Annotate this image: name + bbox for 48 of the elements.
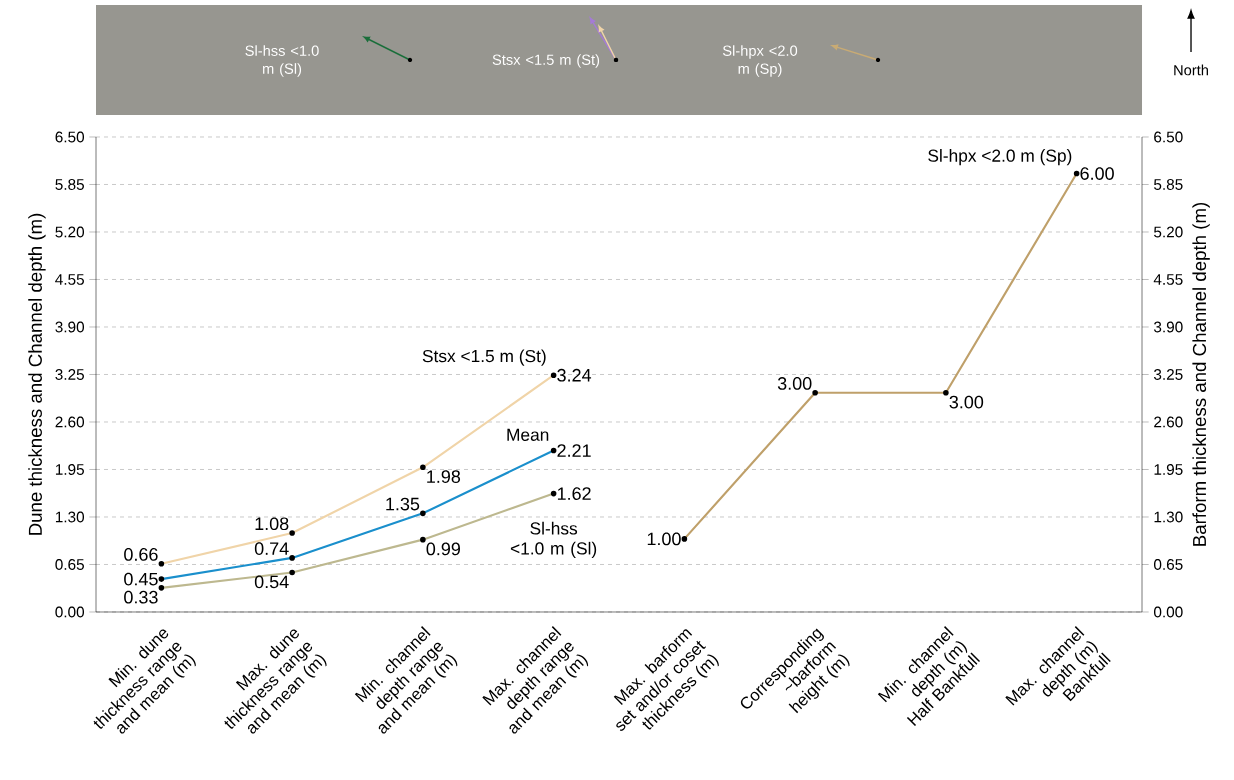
data-label: 1.00 xyxy=(647,532,681,546)
y2-tick-label: 0.65 xyxy=(1154,559,1183,570)
series-label: Stsx <1.5 m (St) xyxy=(422,349,546,366)
y-tick-label: 2.60 xyxy=(55,416,85,428)
data-label: 0.54 xyxy=(254,575,289,589)
y-tick-label: 3.25 xyxy=(55,369,84,380)
text: Stsx <1.5 m (St) xyxy=(492,54,600,68)
y-tick-label: 5.85 xyxy=(55,179,84,190)
data-label: 0.66 xyxy=(124,548,158,561)
data-label: 3.00 xyxy=(949,395,984,409)
series-label: Sl-hss <1.0 m (Sl) xyxy=(510,521,597,559)
y-tick-label: 0.00 xyxy=(55,606,85,618)
y-tick-label: 4.55 xyxy=(55,274,84,285)
series-label: Sl-hpx <2.0 m (Sp) xyxy=(928,149,1072,166)
y-tick-label: 6.50 xyxy=(55,131,85,143)
y-tick-label: 1.95 xyxy=(55,464,84,475)
y-tick-label: 3.90 xyxy=(55,321,85,333)
y2-tick-label: 6.50 xyxy=(1154,131,1183,143)
series-label: Mean xyxy=(507,428,549,441)
data-label: 0.33 xyxy=(124,590,158,604)
y2-tick-label: 3.90 xyxy=(1153,321,1183,333)
y2-tick-label: 1.30 xyxy=(1154,511,1183,523)
y2-tick-label: 2.60 xyxy=(1154,416,1183,428)
y2-tick-label: 0.00 xyxy=(1154,606,1183,618)
text: North xyxy=(1174,64,1208,76)
data-label: 1.35 xyxy=(386,497,420,511)
data-label: 1.98 xyxy=(427,470,461,483)
data-label: 1.08 xyxy=(255,517,289,531)
text: Sl-hss <1.0 m (Sl) xyxy=(245,45,319,77)
y-tick-label: 5.20 xyxy=(55,226,85,238)
data-label: 1.62 xyxy=(557,487,591,500)
data-label: 0.45 xyxy=(124,572,158,586)
data-label: 3.24 xyxy=(557,368,592,382)
data-label: 6.00 xyxy=(1080,167,1114,180)
y2-tick-label: 5.20 xyxy=(1154,226,1183,238)
y2-tick-label: 1.95 xyxy=(1154,464,1183,475)
y-axis-title: Dune thickness and Channel depth (m) xyxy=(28,213,46,535)
y-tick-label: 1.30 xyxy=(55,511,85,523)
y2-tick-label: 4.55 xyxy=(1153,274,1183,285)
y2-tick-label: 3.25 xyxy=(1153,369,1183,380)
data-label: 0.99 xyxy=(426,542,460,556)
data-label: 0.74 xyxy=(254,542,289,555)
text: Sl-hpx <2.0 m (Sp) xyxy=(722,45,798,77)
y2-axis-title: Barform thickness and Channel depth (m) xyxy=(1192,202,1210,546)
y-tick-label: 0.65 xyxy=(55,559,84,570)
data-label: 3.00 xyxy=(777,377,812,390)
data-label: 2.21 xyxy=(557,444,591,457)
y2-tick-label: 5.85 xyxy=(1154,179,1183,190)
